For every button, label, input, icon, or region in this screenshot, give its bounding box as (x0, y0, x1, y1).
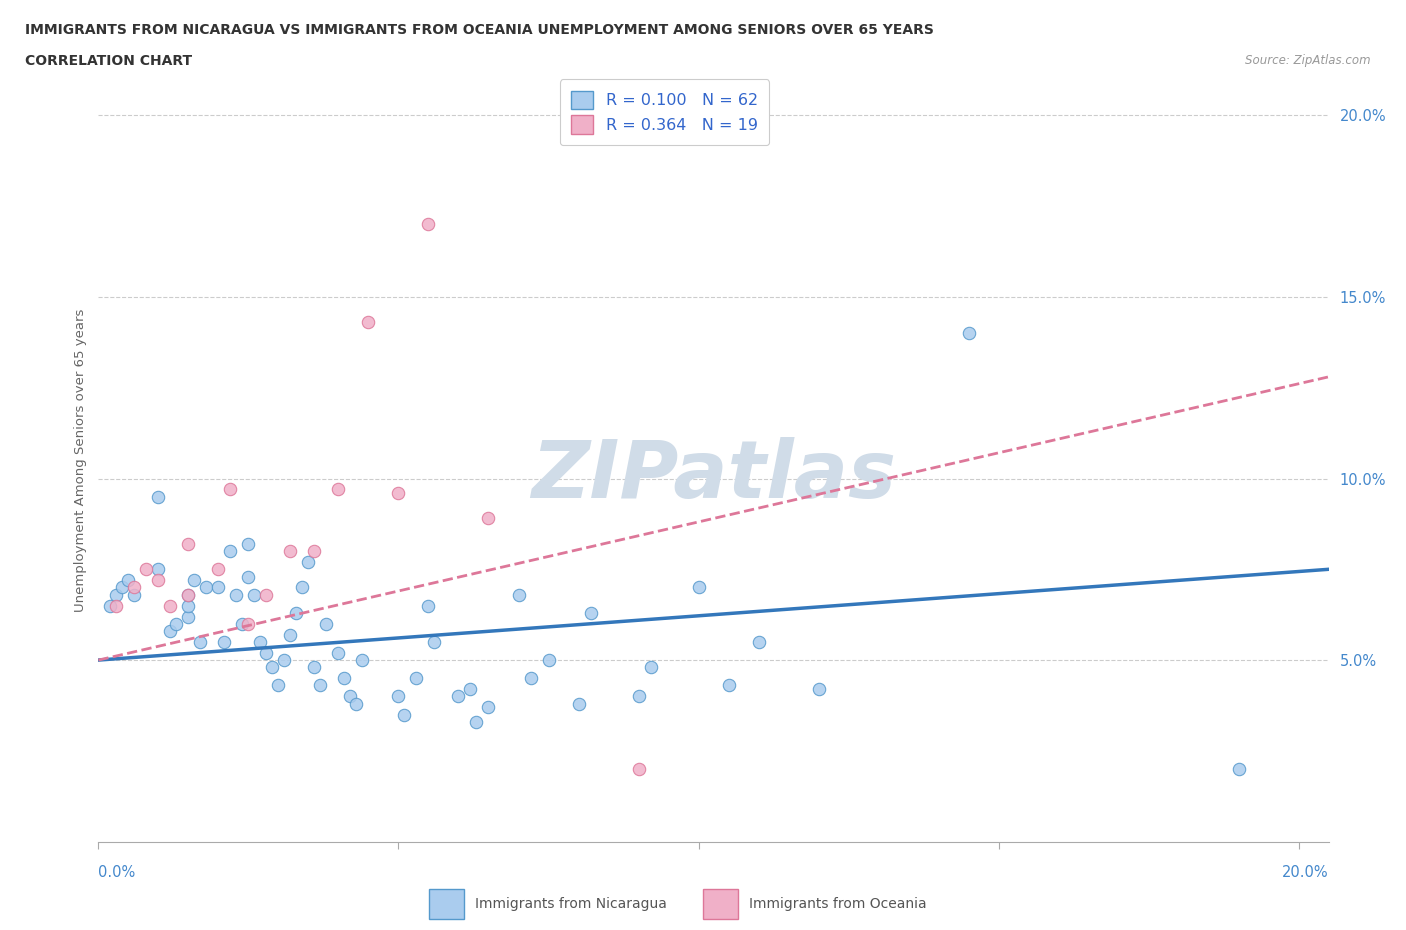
Point (357, 315, 380, 330)
Point (333, 671, 356, 685)
Point (183, 573, 205, 588)
Point (405, 671, 427, 685)
Point (537, 653, 560, 668)
Point (195, 580, 218, 595)
Point (219, 544, 242, 559)
Point (1227, 762, 1250, 777)
Point (124, 580, 146, 595)
Point (519, 671, 541, 685)
Point (346, 697, 368, 711)
Point (177, 537, 200, 551)
Point (291, 580, 314, 595)
Point (447, 689, 470, 704)
Point (328, 645, 350, 660)
Point (148, 489, 170, 504)
Point (418, 598, 440, 613)
Point (124, 587, 146, 602)
Point (214, 634, 236, 649)
Text: Immigrants from Oceania: Immigrants from Oceania (749, 897, 927, 911)
Text: 20.0%: 20.0% (1282, 865, 1329, 880)
Point (117, 573, 139, 588)
Point (225, 587, 247, 602)
Point (231, 617, 253, 631)
Point (387, 485, 409, 500)
Point (249, 634, 271, 649)
Point (159, 624, 181, 639)
Text: ZIPatlas: ZIPatlas (531, 436, 896, 514)
Point (717, 678, 740, 693)
Point (688, 580, 710, 595)
Point (148, 562, 170, 577)
Point (159, 598, 181, 613)
Point (297, 554, 319, 569)
Point (309, 678, 332, 693)
Point (177, 598, 200, 613)
Point (352, 653, 374, 668)
Point (465, 714, 488, 729)
Point (148, 573, 170, 588)
Point (111, 580, 134, 595)
Point (460, 682, 482, 697)
Point (262, 660, 284, 675)
Point (105, 598, 128, 613)
Point (135, 562, 157, 577)
Point (105, 587, 128, 602)
Point (256, 645, 278, 660)
Point (285, 605, 308, 620)
Point (243, 587, 266, 602)
Point (273, 653, 295, 668)
Point (339, 689, 361, 704)
Point (207, 580, 229, 595)
Point (304, 660, 326, 675)
Point (177, 587, 200, 602)
Point (328, 482, 350, 497)
Point (267, 678, 290, 693)
Text: CORRELATION CHART: CORRELATION CHART (25, 54, 193, 68)
Point (280, 627, 302, 642)
Point (477, 511, 499, 525)
Point (423, 634, 446, 649)
Point (567, 697, 589, 711)
Point (748, 634, 770, 649)
Point (315, 617, 337, 631)
Text: Immigrants from Nicaragua: Immigrants from Nicaragua (475, 897, 666, 911)
Point (579, 605, 602, 620)
Legend: R = 0.100   N = 62, R = 0.364   N = 19: R = 0.100 N = 62, R = 0.364 N = 19 (560, 79, 769, 145)
Point (238, 569, 260, 584)
Point (640, 660, 662, 675)
Text: 0.0%: 0.0% (98, 865, 135, 880)
Text: IMMIGRANTS FROM NICARAGUA VS IMMIGRANTS FROM OCEANIA UNEMPLOYMENT AMONG SENIORS : IMMIGRANTS FROM NICARAGUA VS IMMIGRANTS … (25, 23, 934, 37)
Y-axis label: Unemployment Among Seniors over 65 years: Unemployment Among Seniors over 65 years (75, 309, 87, 612)
Point (477, 700, 499, 715)
Point (394, 707, 416, 722)
Point (165, 617, 187, 631)
Point (304, 544, 326, 559)
Point (627, 689, 650, 704)
Point (957, 326, 980, 340)
Point (177, 587, 200, 602)
Point (508, 587, 530, 602)
Point (190, 634, 212, 649)
Text: Source: ZipAtlas.com: Source: ZipAtlas.com (1246, 54, 1371, 67)
Point (627, 762, 650, 777)
Point (418, 217, 440, 232)
Point (256, 587, 278, 602)
Point (100, 598, 122, 613)
Point (807, 682, 830, 697)
Point (219, 482, 242, 497)
Point (238, 617, 260, 631)
Point (238, 537, 260, 551)
Point (280, 544, 302, 559)
Point (177, 609, 200, 624)
Point (207, 562, 229, 577)
Point (387, 689, 409, 704)
